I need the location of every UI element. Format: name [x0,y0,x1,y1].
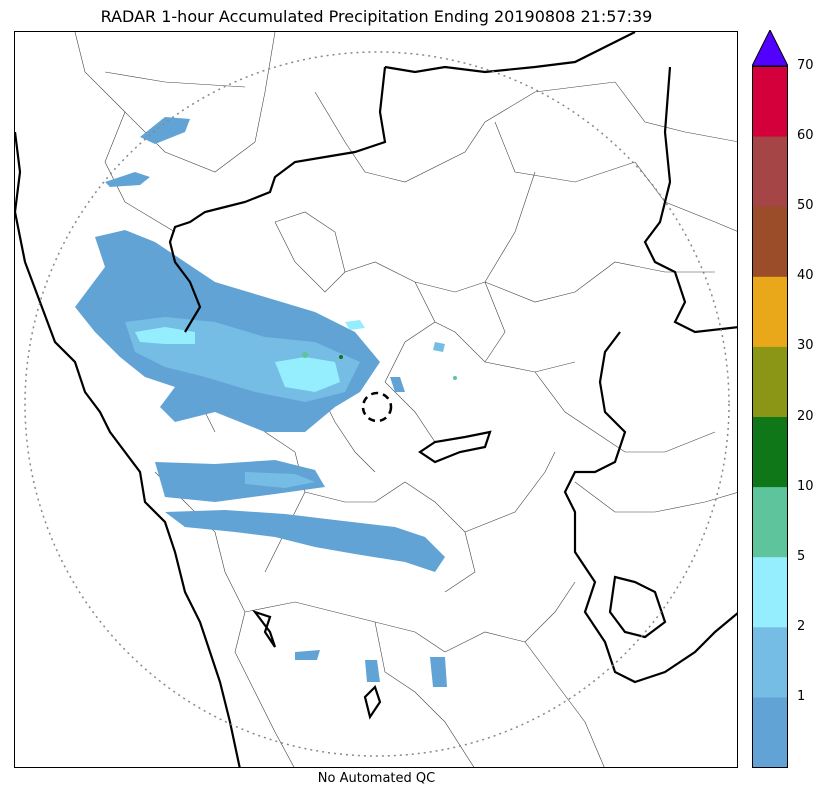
colorbar-segment [752,486,788,558]
colorbar-segment [752,66,788,137]
chart-title: RADAR 1-hour Accumulated Precipitation E… [100,7,653,26]
colorbar-segment [752,276,788,347]
colorbar-tick-label: 5 [797,548,806,564]
colorbar-tick-label: 10 [797,478,814,494]
colorbar-tick-label: 20 [797,408,814,424]
colorbar-tick-label: 70 [797,58,814,73]
colorbar [752,30,788,768]
radar-map[interactable] [14,31,738,768]
colorbar-segment [752,696,788,768]
radar-range-ring [24,51,730,757]
colorbar-segment [752,136,788,207]
colorbar-tick-label: 30 [797,338,814,354]
colorbar-segment [752,626,788,698]
colorbar-frame [752,66,788,768]
precipitation-echoes [75,117,457,687]
colorbar-segment [752,346,788,417]
colorbar-segment [752,206,788,277]
colorbar-tick-label: 1 [797,688,806,704]
colorbar-tick-label: 40 [797,268,814,284]
qc-footer: No Automated QC [317,771,436,786]
colorbar-segment [752,416,788,488]
colorbar-segment [752,556,788,628]
map-canvas [15,32,737,767]
colorbar-tick-label: 60 [797,128,814,144]
colorbar-tick-label: 50 [797,198,814,214]
colorbar-overflow-triangle [752,30,788,67]
state-borders [15,32,737,767]
radar-site-marker [361,391,393,423]
colorbar-tick-label: 2 [797,618,806,634]
